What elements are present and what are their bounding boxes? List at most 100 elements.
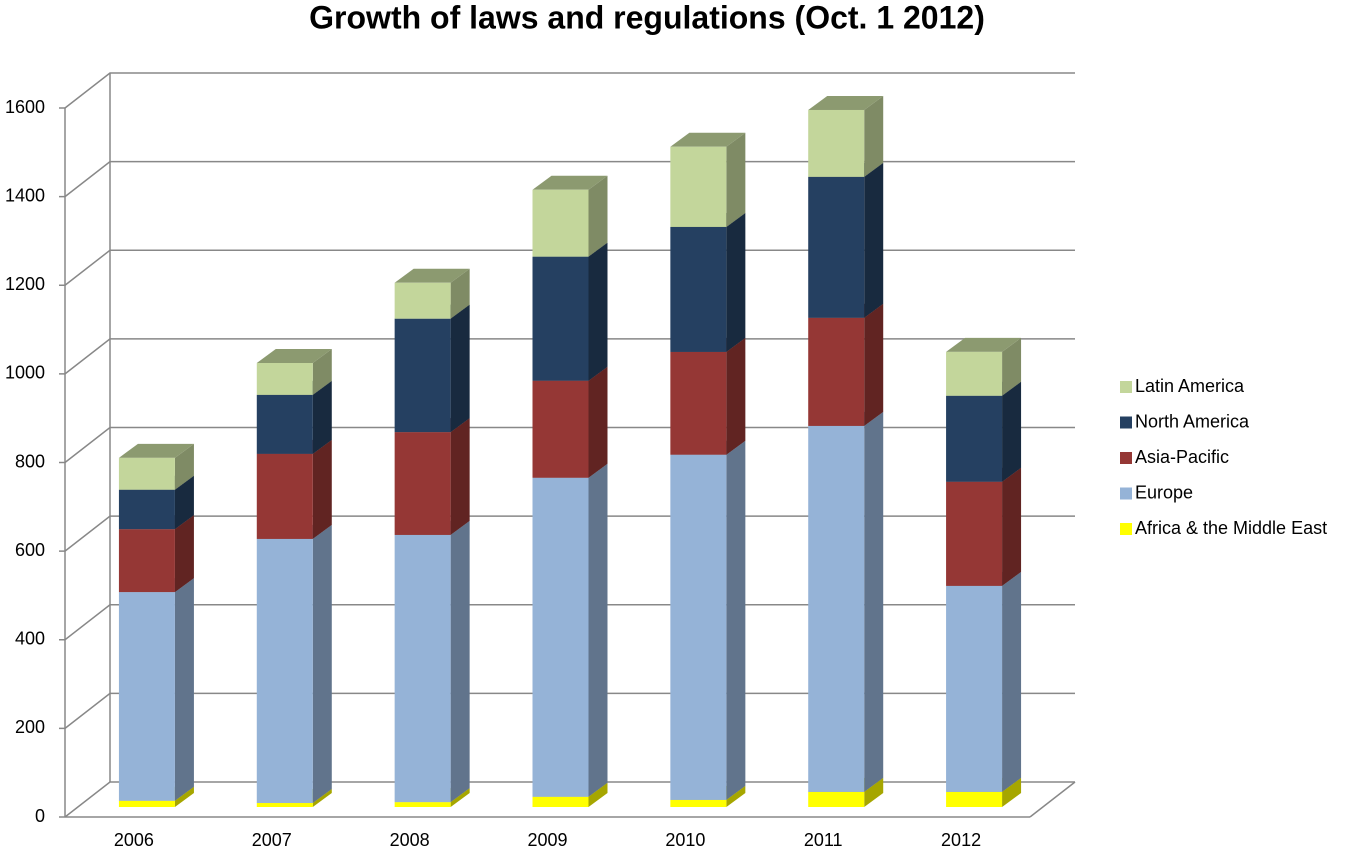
bar-front [670,146,727,227]
bar-side [588,782,608,807]
bar-segment [946,337,1022,396]
bar-segment [394,268,470,319]
bar-front [394,534,451,803]
y-tick-label: 0 [35,806,45,826]
bar-segment [118,578,194,801]
grid-line [64,781,1075,818]
bar-side [726,337,746,455]
chart-title: Growth of laws and regulations (Oct. 1 2… [309,0,985,35]
bar-front [256,453,313,539]
bar-segment [808,411,884,792]
bar-side [174,515,194,593]
bar-segment [808,303,884,426]
x-tick-label: 2008 [390,830,430,849]
bar-segment [946,381,1022,482]
bar-segment [532,366,608,478]
bar-front [532,477,589,797]
bar-side [1002,777,1022,807]
x-tick-label: 2012 [941,830,981,849]
bar-side [450,418,470,535]
bar-front [256,803,313,807]
y-tick-label: 800 [15,451,45,471]
bar-segment [670,212,746,352]
bar-front [946,585,1003,792]
bar-segment [946,467,1022,586]
y-tick-label: 1200 [5,274,45,294]
x-tick-label: 2006 [114,830,154,849]
bar-side [726,132,746,227]
bar-side [864,303,884,426]
bar-front [394,432,451,535]
grid-line [64,72,1075,109]
bar-top [532,175,608,190]
bar-side [864,777,884,807]
bar-front [808,791,865,807]
grid-line [64,338,1075,375]
bar-side [1002,571,1022,792]
bar-front [946,481,1003,586]
bar-side [312,789,332,807]
bar-front [946,395,1003,482]
bar-side [588,175,608,257]
bar-segment [946,571,1022,792]
bar-front [394,802,451,807]
bar-front [118,489,175,530]
bar-segment [532,463,608,797]
bar-front [670,454,727,800]
bar-segment [670,337,746,455]
bar-top [808,95,884,110]
bar-top [670,132,746,147]
bar-side [864,411,884,792]
bar-side [864,95,884,177]
legend-swatch [1120,416,1132,429]
legend-label: Latin America [1135,376,1245,396]
grid-line [64,426,1075,464]
grid-line [64,692,1075,729]
bar-side [588,463,608,797]
bar-front [532,256,589,381]
bar-top [118,443,194,458]
bar-side [174,443,194,490]
y-tick-label: 1000 [5,363,45,383]
bar-side [1002,337,1022,396]
bar-segment [808,95,884,177]
bar-front [118,800,175,807]
grid-line [64,604,1075,641]
bar-segment [118,443,194,490]
bar-side [1002,467,1022,586]
legend-swatch [1120,487,1132,500]
bar-front [118,529,175,593]
grid-line [64,515,1075,552]
floor-edge [1029,781,1076,818]
bar-front [946,791,1003,807]
bar-side [312,439,332,539]
legend-swatch [1120,452,1132,464]
bar-segment [532,175,608,257]
bar-top [946,337,1022,352]
bar-top [394,268,470,283]
bar-segment [808,162,884,318]
bar-front [532,189,589,257]
bar-front [118,592,175,801]
legend-swatch [1120,381,1132,393]
bar-front [946,351,1003,396]
bar-segment [670,440,746,800]
bar-segment [394,304,470,433]
x-tick-label: 2009 [527,830,567,849]
y-tick-label: 400 [15,629,45,649]
y-tick-label: 600 [15,540,45,560]
y-tick-label: 1600 [5,97,45,117]
bar-segment [532,242,608,381]
bar-side [450,520,470,803]
bar-side [726,785,746,807]
bar-side [726,440,746,800]
bar-side [174,786,194,807]
legend-label: Asia-Pacific [1135,447,1229,467]
bar-side [312,524,332,804]
x-tick-label: 2011 [804,830,843,849]
bar-front [256,538,313,804]
bar-top [256,348,332,363]
bar-segment [394,418,470,535]
bar-side [450,788,470,807]
